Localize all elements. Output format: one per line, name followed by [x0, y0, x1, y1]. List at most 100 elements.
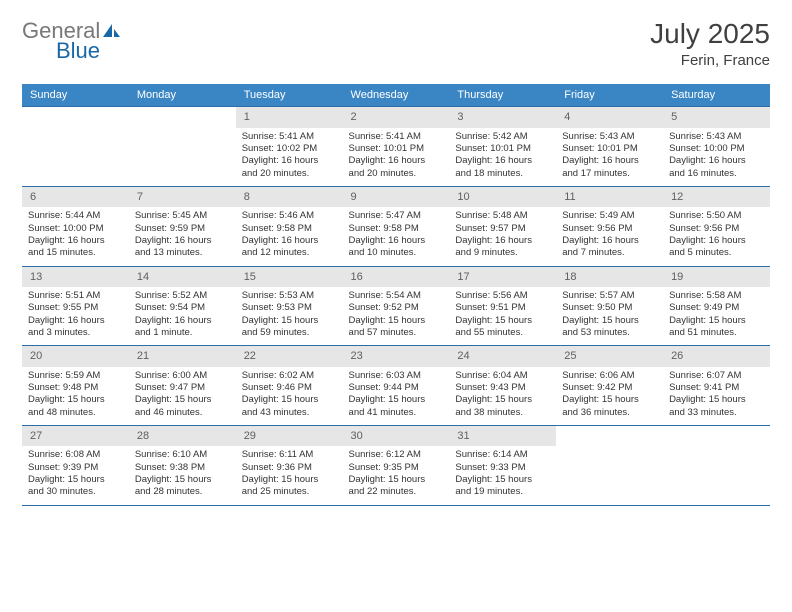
sunrise-text: Sunrise: 6:12 AM — [349, 449, 444, 461]
sunset-text: Sunset: 9:39 PM — [28, 462, 123, 474]
sunset-text: Sunset: 9:58 PM — [349, 223, 444, 235]
sunset-text: Sunset: 9:42 PM — [562, 382, 657, 394]
day-number: 6 — [22, 187, 129, 207]
day-header-wednesday: Wednesday — [343, 84, 450, 107]
sunset-text: Sunset: 9:56 PM — [669, 223, 764, 235]
daylight-text: Daylight: 16 hours and 13 minutes. — [135, 235, 230, 260]
day-cell: 18Sunrise: 5:57 AMSunset: 9:50 PMDayligh… — [556, 266, 663, 346]
day-content: Sunrise: 5:46 AMSunset: 9:58 PMDaylight:… — [236, 207, 343, 265]
day-cell: 2Sunrise: 5:41 AMSunset: 10:01 PMDayligh… — [343, 107, 450, 187]
sunset-text: Sunset: 10:02 PM — [242, 143, 337, 155]
day-cell: 23Sunrise: 6:03 AMSunset: 9:44 PMDayligh… — [343, 346, 450, 426]
sunset-text: Sunset: 9:55 PM — [28, 302, 123, 314]
day-header-monday: Monday — [129, 84, 236, 107]
daylight-text: Daylight: 15 hours and 59 minutes. — [242, 315, 337, 340]
day-number: 20 — [22, 346, 129, 366]
day-number: 11 — [556, 187, 663, 207]
day-number: 24 — [449, 346, 556, 366]
week-row: 1Sunrise: 5:41 AMSunset: 10:02 PMDayligh… — [22, 107, 770, 187]
daylight-text: Daylight: 16 hours and 3 minutes. — [28, 315, 123, 340]
day-number: 15 — [236, 267, 343, 287]
day-cell: 22Sunrise: 6:02 AMSunset: 9:46 PMDayligh… — [236, 346, 343, 426]
day-content: Sunrise: 5:41 AMSunset: 10:01 PMDaylight… — [343, 128, 450, 186]
day-content: Sunrise: 5:52 AMSunset: 9:54 PMDaylight:… — [129, 287, 236, 345]
sunrise-text: Sunrise: 5:42 AM — [455, 131, 550, 143]
day-content: Sunrise: 5:41 AMSunset: 10:02 PMDaylight… — [236, 128, 343, 186]
day-number: 19 — [663, 267, 770, 287]
daylight-text: Daylight: 16 hours and 9 minutes. — [455, 235, 550, 260]
day-cell: 7Sunrise: 5:45 AMSunset: 9:59 PMDaylight… — [129, 186, 236, 266]
daylight-text: Daylight: 15 hours and 19 minutes. — [455, 474, 550, 499]
daylight-text: Daylight: 16 hours and 20 minutes. — [242, 155, 337, 180]
daylight-text: Daylight: 15 hours and 22 minutes. — [349, 474, 444, 499]
day-cell: 29Sunrise: 6:11 AMSunset: 9:36 PMDayligh… — [236, 425, 343, 505]
sunset-text: Sunset: 10:01 PM — [455, 143, 550, 155]
daylight-text: Daylight: 15 hours and 41 minutes. — [349, 394, 444, 419]
day-number: 1 — [236, 107, 343, 127]
daylight-text: Daylight: 16 hours and 20 minutes. — [349, 155, 444, 180]
week-row: 27Sunrise: 6:08 AMSunset: 9:39 PMDayligh… — [22, 425, 770, 505]
sunrise-text: Sunrise: 5:41 AM — [349, 131, 444, 143]
day-content: Sunrise: 5:48 AMSunset: 9:57 PMDaylight:… — [449, 207, 556, 265]
sunrise-text: Sunrise: 5:54 AM — [349, 290, 444, 302]
sunrise-text: Sunrise: 5:59 AM — [28, 370, 123, 382]
sunset-text: Sunset: 9:57 PM — [455, 223, 550, 235]
daylight-text: Daylight: 15 hours and 38 minutes. — [455, 394, 550, 419]
sunrise-text: Sunrise: 5:48 AM — [455, 210, 550, 222]
sunrise-text: Sunrise: 5:45 AM — [135, 210, 230, 222]
day-number: 10 — [449, 187, 556, 207]
title-area: July 2025 Ferin, France — [650, 18, 770, 69]
sunrise-text: Sunrise: 5:43 AM — [669, 131, 764, 143]
sunrise-text: Sunrise: 5:56 AM — [455, 290, 550, 302]
day-cell — [129, 107, 236, 187]
day-content: Sunrise: 5:42 AMSunset: 10:01 PMDaylight… — [449, 128, 556, 186]
day-cell: 8Sunrise: 5:46 AMSunset: 9:58 PMDaylight… — [236, 186, 343, 266]
day-number: 28 — [129, 426, 236, 446]
day-cell: 27Sunrise: 6:08 AMSunset: 9:39 PMDayligh… — [22, 425, 129, 505]
sunrise-text: Sunrise: 6:03 AM — [349, 370, 444, 382]
sunset-text: Sunset: 9:35 PM — [349, 462, 444, 474]
day-content: Sunrise: 5:57 AMSunset: 9:50 PMDaylight:… — [556, 287, 663, 345]
calendar-body: 1Sunrise: 5:41 AMSunset: 10:02 PMDayligh… — [22, 107, 770, 505]
day-number: 2 — [343, 107, 450, 127]
sunset-text: Sunset: 9:58 PM — [242, 223, 337, 235]
sunset-text: Sunset: 10:00 PM — [28, 223, 123, 235]
day-content: Sunrise: 6:04 AMSunset: 9:43 PMDaylight:… — [449, 367, 556, 425]
day-number: 4 — [556, 107, 663, 127]
day-content: Sunrise: 5:58 AMSunset: 9:49 PMDaylight:… — [663, 287, 770, 345]
day-header-tuesday: Tuesday — [236, 84, 343, 107]
sunset-text: Sunset: 9:54 PM — [135, 302, 230, 314]
day-header-row: SundayMondayTuesdayWednesdayThursdayFrid… — [22, 84, 770, 107]
sunset-text: Sunset: 9:51 PM — [455, 302, 550, 314]
sunset-text: Sunset: 9:56 PM — [562, 223, 657, 235]
day-cell — [556, 425, 663, 505]
day-content: Sunrise: 6:14 AMSunset: 9:33 PMDaylight:… — [449, 446, 556, 504]
day-number: 14 — [129, 267, 236, 287]
day-number: 17 — [449, 267, 556, 287]
sunrise-text: Sunrise: 5:43 AM — [562, 131, 657, 143]
day-content: Sunrise: 5:50 AMSunset: 9:56 PMDaylight:… — [663, 207, 770, 265]
day-cell: 6Sunrise: 5:44 AMSunset: 10:00 PMDayligh… — [22, 186, 129, 266]
day-content: Sunrise: 5:59 AMSunset: 9:48 PMDaylight:… — [22, 367, 129, 425]
week-row: 6Sunrise: 5:44 AMSunset: 10:00 PMDayligh… — [22, 186, 770, 266]
sunset-text: Sunset: 9:38 PM — [135, 462, 230, 474]
day-number: 23 — [343, 346, 450, 366]
week-row: 20Sunrise: 5:59 AMSunset: 9:48 PMDayligh… — [22, 346, 770, 426]
daylight-text: Daylight: 15 hours and 53 minutes. — [562, 315, 657, 340]
sunrise-text: Sunrise: 5:58 AM — [669, 290, 764, 302]
day-number: 26 — [663, 346, 770, 366]
day-number: 31 — [449, 426, 556, 446]
sunrise-text: Sunrise: 6:14 AM — [455, 449, 550, 461]
sunrise-text: Sunrise: 6:00 AM — [135, 370, 230, 382]
day-number: 5 — [663, 107, 770, 127]
day-number: 21 — [129, 346, 236, 366]
day-cell: 10Sunrise: 5:48 AMSunset: 9:57 PMDayligh… — [449, 186, 556, 266]
sunrise-text: Sunrise: 6:10 AM — [135, 449, 230, 461]
day-cell: 31Sunrise: 6:14 AMSunset: 9:33 PMDayligh… — [449, 425, 556, 505]
sunrise-text: Sunrise: 5:47 AM — [349, 210, 444, 222]
day-header-thursday: Thursday — [449, 84, 556, 107]
day-content: Sunrise: 6:12 AMSunset: 9:35 PMDaylight:… — [343, 446, 450, 504]
day-cell — [22, 107, 129, 187]
daylight-text: Daylight: 15 hours and 28 minutes. — [135, 474, 230, 499]
sunrise-text: Sunrise: 5:57 AM — [562, 290, 657, 302]
